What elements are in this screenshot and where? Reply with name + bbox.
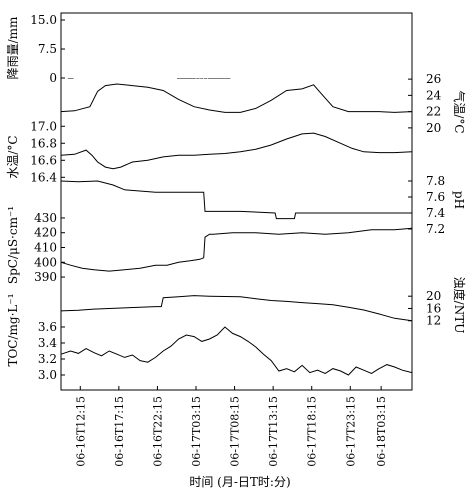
air_temperature-tick-label: 22 [426,105,441,119]
x-tick-label: 06-17T23:15 [344,396,357,467]
water_temperature-tick-label: 16.4 [30,170,57,184]
water_temperature-tick-label: 17.0 [30,119,57,133]
air_temperature-tick-label: 20 [426,121,441,135]
x-tick-label: 06-17T18:15 [306,396,319,467]
toc-tick-label: 3.6 [38,320,57,334]
ph-tick-label: 7.6 [426,190,445,204]
plot-frame [60,12,413,391]
axis-label-time: 时间 (月-日T时:分) [189,475,290,489]
turbidity-tick-label: 16 [426,301,441,315]
rainfall-bar [204,78,208,79]
axis-label-air-temp: 气温/°C [452,90,467,133]
series-layer [60,83,413,376]
rainfall-tick-label: 15.0 [30,13,57,27]
rainfall-bar [187,78,191,79]
rainfall-bar [218,78,222,79]
toc-tick-label: 3.2 [38,352,57,366]
water_temperature-tick-label: 16.6 [30,153,57,167]
rainfall-bar [192,78,196,79]
axis-label-turbidity: 浊度/NTU [452,277,467,334]
rainfall-bar [196,78,200,79]
rainfall-bar [180,78,184,79]
ph-tick-label: 7.4 [426,206,445,220]
plot-border [60,12,413,391]
rainfall-bar [182,78,186,79]
rainfall-bar [210,78,214,79]
axis-label-water-temp: 水温/°C [6,135,20,178]
rainfall-bar [189,78,194,79]
axis-label-rainfall: 降雨量/mm [6,16,20,79]
rainfall-bar [227,78,231,79]
ph-tick-label: 7.2 [426,222,445,236]
toc-tick-label: 3.0 [38,368,57,382]
rainfall-bar [213,78,217,79]
turbidity-tick-label: 12 [426,314,441,328]
spc-line [60,227,413,272]
rainfall-tick-label: 0 [49,71,57,85]
rainfall-bar [207,78,212,79]
spc-tick-label: 430 [34,211,57,225]
spc-tick-label: 420 [34,226,57,240]
air_temperature-line [60,83,413,113]
rainfall-bar [67,78,71,79]
tick-labels: 06-16T12:15 06-16T17:15 06-16T22:15 06-17T0… [30,13,445,467]
axis-label-spc: SpC/μS·cm⁻¹ [6,206,20,284]
x-tick-label: 06-17T03:15 [190,396,203,467]
spc-tick-label: 410 [34,241,57,255]
rainfall-bar [184,78,188,79]
x-tick-label: 06-17T13:15 [267,396,280,467]
axis-label-toc: TOC/mg·L⁻¹ [6,293,20,366]
rainfall-bar [70,78,74,79]
ph-line [60,180,412,220]
x-tick-label: 06-18T03:15 [375,396,388,467]
x-tick-label: 06-17T08:15 [229,396,242,467]
rainfall-bar [178,78,182,79]
x-tick-label: 06-16T22:15 [151,396,164,467]
air_temperature-tick-label: 24 [426,88,442,102]
axis-label-ph: pH [452,191,466,209]
turbidity-line [60,295,413,322]
x-tick-label: 06-16T17:15 [113,396,126,467]
water_temperature-line [60,132,413,170]
turbidity-tick-label: 20 [426,289,441,303]
spc-tick-label: 400 [34,255,57,269]
water_temperature-tick-label: 16.8 [30,136,57,150]
rainfall-bar [224,78,228,79]
spc-tick-label: 390 [34,270,57,284]
toc-line [60,326,413,376]
rainfall-bar [200,78,204,79]
rainfall-tick-label: 7.5 [38,42,57,56]
x-tick-label: 06-16T12:15 [74,396,87,467]
ph-tick-label: 7.8 [426,174,445,188]
air_temperature-tick-label: 26 [426,72,441,86]
rainfall-bars [67,78,231,79]
rainfall-bar [221,78,225,79]
toc-tick-label: 3.4 [38,336,57,350]
rainfall-bar [215,78,219,79]
